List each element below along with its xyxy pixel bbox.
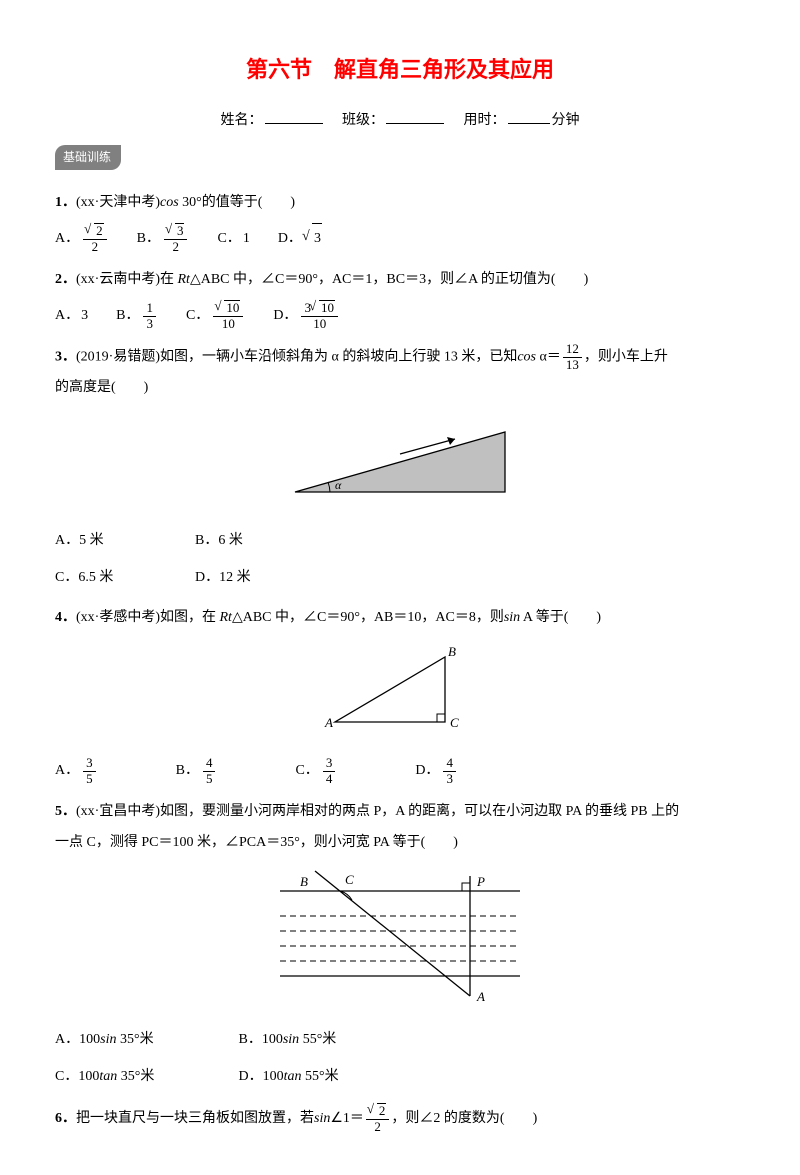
q2-options: A．3 B．13 C．1010 D．31010 [55, 300, 745, 332]
q3-opt-a: A．5 米 [55, 526, 195, 557]
svg-text:A: A [476, 989, 485, 1004]
svg-text:C: C [450, 715, 459, 730]
q3-figure: α [55, 412, 745, 520]
q5-opt-d: D．100tan 55°米 [239, 1069, 339, 1084]
q4-src: (xx·孝感中考)如图，在 [76, 610, 220, 625]
q3-alpha: α＝ [536, 349, 561, 364]
svg-text:C: C [345, 872, 354, 887]
question-3: 3．(2019·易错题)如图，一辆小车沿倾斜角为 α 的斜坡向上行驶 13 米，… [55, 342, 745, 594]
q2-opt-c: C．1010 [186, 300, 245, 332]
q5-num: 5． [55, 804, 76, 819]
q2-src: (xx·云南中考)在 [76, 272, 178, 287]
page-title: 第六节 解直角三角形及其应用 [55, 50, 745, 90]
question-4: 4．(xx·孝感中考)如图，在 Rt△ABC 中，∠C＝90°，AB＝10，AC… [55, 603, 745, 786]
q4-num: 4． [55, 610, 76, 625]
q6-num: 6． [55, 1111, 76, 1126]
q4-options: A．35 B．45 C．34 D．43 [55, 756, 745, 787]
q3-line2: 的高度是( ) [55, 373, 745, 404]
q1-src: (xx·天津中考) [76, 195, 160, 210]
q4-figure: A B C [55, 642, 745, 750]
minutes-label: 分钟 [552, 113, 580, 128]
q5-opt-a: A．100sin 35°米 [55, 1025, 235, 1056]
name-label: 姓名： [221, 113, 263, 128]
q4-opt-d: D．43 [415, 756, 458, 787]
q2-num: 2． [55, 272, 76, 287]
q6-stem-c: ，则∠2 的度数为( ) [391, 1111, 537, 1126]
q2-opt-b: B．13 [116, 301, 158, 332]
q4-stem-a: △ABC 中，∠C＝90°，AB＝10，AC＝8，则 [232, 610, 504, 625]
class-label: 班级： [342, 113, 384, 128]
q6-sin: sin [314, 1111, 330, 1126]
q5-figure: B C P A [55, 866, 745, 1019]
slope-diagram: α [280, 412, 520, 507]
q1-opt-b: B．32 [137, 223, 190, 255]
q5-line2: 一点 C，测得 PC＝100 米，∠PCA＝35°，则小河宽 PA 等于( ) [55, 828, 745, 859]
q1-cos: cos [160, 195, 179, 210]
question-2: 2．(xx·云南中考)在 Rt△ABC 中，∠C＝90°，AC＝1，BC＝3，则… [55, 265, 745, 332]
q6-stem-b: ∠1＝ [330, 1111, 364, 1126]
q3-cos: cos [517, 349, 536, 364]
name-blank[interactable] [265, 110, 323, 124]
header-info: 姓名： 班级： 用时： 分钟 [55, 108, 745, 133]
q3-src: (2019·易错题)如图，一辆小车沿倾斜角为 α 的斜坡向上行驶 13 米，已知 [76, 349, 517, 364]
q4-opt-b: B．45 [176, 756, 218, 787]
q1-opt-d: D．3 [278, 223, 322, 255]
q3-tail: ，则小车上升 [584, 349, 668, 364]
q1-opt-a: A．22 [55, 223, 109, 255]
time-blank[interactable] [508, 110, 550, 124]
q3-options: A．5 米B．6 米 C．6.5 米D．12 米 [55, 526, 745, 594]
q3-opt-b: B．6 米 [195, 533, 243, 548]
q2-rt: Rt [178, 272, 190, 287]
svg-text:α: α [335, 478, 342, 492]
q2-opt-d: D．31010 [273, 300, 340, 332]
q5-options: A．100sin 35°米 B．100sin 55°米 C．100tan 35°… [55, 1025, 745, 1093]
svg-text:B: B [300, 874, 308, 889]
q4-opt-a: A．35 [55, 756, 98, 787]
q4-sin: sin [504, 610, 520, 625]
q3-opt-c: C．6.5 米 [55, 563, 195, 594]
q1-opt-c: C．1 [217, 224, 249, 255]
class-blank[interactable] [386, 110, 444, 124]
q1-options: A．22 B．32 C．1 D．3 [55, 223, 745, 255]
q2-stem: △ABC 中，∠C＝90°，AC＝1，BC＝3，则∠A 的正切值为( ) [190, 272, 588, 287]
q3-opt-d: D．12 米 [195, 570, 251, 585]
q1-stem: 30°的值等于( ) [179, 195, 295, 210]
q4-rt: Rt [220, 610, 232, 625]
question-6: 6．把一块直尺与一块三角板如图放置，若sin∠1＝22，则∠2 的度数为( ) [55, 1103, 745, 1135]
q2-opt-a: A．3 [55, 301, 88, 332]
q1-num: 1． [55, 195, 76, 210]
question-5: 5．(xx·宜昌中考)如图，要测量小河两岸相对的两点 P，A 的距离，可以在小河… [55, 797, 745, 1093]
river-diagram: B C P A [270, 866, 530, 1006]
q5-opt-c: C．100tan 35°米 [55, 1062, 235, 1093]
q5-opt-b: B．100sin 55°米 [239, 1032, 337, 1047]
q5-src: (xx·宜昌中考)如图，要测量小河两岸相对的两点 P，A 的距离，可以在小河边取… [76, 804, 679, 819]
q4-opt-c: C．34 [295, 756, 337, 787]
svg-text:A: A [324, 715, 333, 730]
time-label: 用时： [464, 113, 506, 128]
q3-num: 3． [55, 349, 76, 364]
q4-stem-b: A 等于( ) [520, 610, 601, 625]
question-1: 1．(xx·天津中考)cos 30°的值等于( ) A．22 B．32 C．1 … [55, 188, 745, 255]
section-badge: 基础训练 [55, 145, 121, 171]
triangle-diagram: A B C [320, 642, 480, 737]
svg-text:B: B [448, 644, 456, 659]
svg-text:P: P [476, 874, 485, 889]
q6-stem-a: 把一块直尺与一块三角板如图放置，若 [76, 1111, 314, 1126]
